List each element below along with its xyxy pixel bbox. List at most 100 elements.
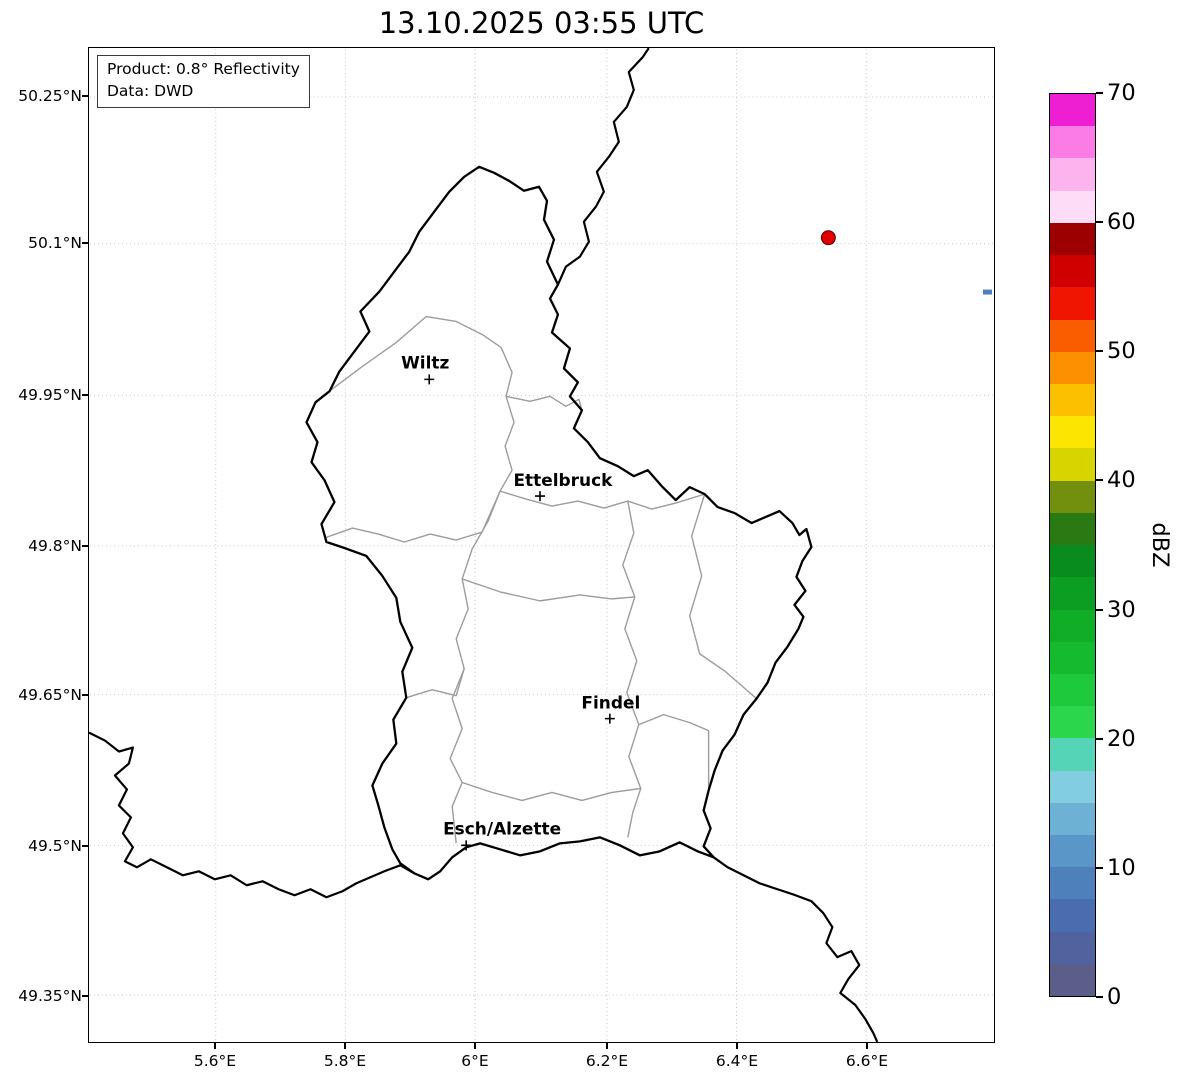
lat-tick-label: 49.95°N — [18, 386, 82, 404]
radar-echo-pixel — [983, 289, 993, 295]
colorbar-segment — [1050, 835, 1095, 868]
colorbar-segment — [1050, 641, 1095, 674]
lon-tick-mark — [736, 1043, 738, 1049]
colorbar-segment — [1050, 255, 1095, 288]
district-border — [622, 500, 642, 838]
colorbar-segment — [1050, 416, 1095, 449]
colorbar-tick-label: 60 — [1107, 209, 1136, 236]
lat-tick-label: 49.5°N — [28, 837, 82, 855]
lon-tick-label: 6.4°E — [715, 1052, 759, 1070]
lon-tick-mark — [474, 1043, 476, 1049]
colorbar-segment — [1050, 351, 1095, 384]
colorbar-tick-mark — [1096, 92, 1103, 94]
colorbar-tick-mark — [1096, 350, 1103, 353]
colorbar-segment — [1050, 770, 1095, 803]
colorbar-tick-mark — [1096, 866, 1103, 869]
lat-tick-label: 49.8°N — [28, 537, 82, 555]
city-label: Findel — [581, 693, 640, 713]
city-marker — [461, 840, 472, 851]
colorbar-segment — [1050, 383, 1095, 417]
lat-tick-mark — [82, 995, 88, 997]
lat-tick-mark — [82, 242, 88, 244]
city-label: Wiltz — [401, 352, 449, 372]
lon-tick-mark — [866, 1043, 868, 1049]
colorbar-tick-mark — [1096, 737, 1103, 740]
district-border — [499, 490, 705, 510]
colorbar-segment — [1050, 867, 1095, 900]
lon-tick-mark — [214, 1043, 216, 1049]
district-border — [638, 713, 710, 791]
lon-tick-label: 5.8°E — [323, 1052, 367, 1070]
colorbar-segment — [1050, 512, 1095, 546]
district-border — [449, 490, 501, 844]
product-info-line: Product: 0.8° Reflectivity — [107, 60, 300, 78]
colorbar-segment — [1050, 158, 1095, 191]
lat-tick-mark — [82, 394, 88, 396]
lat-tick-mark — [82, 95, 88, 97]
lon-tick-label: 5.6°E — [193, 1052, 237, 1070]
colorbar-tick-label: 0 — [1107, 984, 1122, 1010]
colorbar-segment — [1050, 609, 1095, 642]
colorbar-segment — [1050, 545, 1095, 578]
lat-tick-mark — [82, 845, 88, 847]
map-plot-area: Wiltz Ettelbruck Findel Esch/Alzette Produc… — [88, 47, 995, 1043]
lat-tick-label: 50.1°N — [28, 234, 82, 252]
colorbar-unit-label: dBZ — [1147, 522, 1173, 568]
lon-tick-mark — [606, 1043, 608, 1049]
colorbar-segment — [1050, 673, 1095, 707]
colorbar-segment — [1050, 480, 1095, 513]
page-title: 13.10.2025 03:55 UTC — [378, 6, 705, 40]
lat-tick-label: 50.25°N — [18, 87, 82, 105]
city-label: Ettelbruck — [513, 470, 613, 490]
lat-tick-label: 49.65°N — [18, 686, 82, 704]
neighbor-country-border — [89, 731, 415, 899]
colorbar-segment — [1050, 963, 1095, 997]
colorbar-segment — [1050, 899, 1095, 932]
colorbar-tick-mark — [1096, 221, 1103, 224]
colorbar-segment — [1050, 126, 1095, 159]
radar-echo-dot — [820, 230, 836, 246]
colorbar-segment — [1050, 706, 1095, 739]
district-border — [324, 490, 501, 543]
colorbar-segment — [1050, 738, 1095, 771]
city-label: Esch/Alzette — [443, 818, 561, 838]
lon-tick-mark — [344, 1043, 346, 1049]
district-border — [461, 781, 641, 802]
colorbar-segment — [1050, 577, 1095, 610]
colorbar-tick-label: 20 — [1107, 725, 1136, 752]
colorbar-tick-label: 50 — [1107, 338, 1136, 365]
luxembourg-border — [305, 165, 813, 881]
lon-tick-label: 6.2°E — [585, 1052, 629, 1070]
neighbor-country-border — [712, 856, 879, 1042]
colorbar-segment — [1050, 931, 1095, 964]
district-border — [461, 578, 635, 602]
colorbar-tick-label: 30 — [1107, 596, 1136, 623]
city-marker — [424, 374, 435, 385]
colorbar-tick-mark — [1096, 608, 1103, 611]
lat-tick-mark — [82, 545, 88, 547]
district-border — [406, 668, 465, 699]
colorbar-tick-label: 70 — [1107, 80, 1136, 106]
product-info-box: Product: 0.8° Reflectivity Data: DWD — [97, 55, 310, 108]
colorbar-segment — [1050, 287, 1095, 320]
lon-tick-label: 6.6°E — [845, 1052, 889, 1070]
lon-tick-label: 6°E — [461, 1052, 489, 1070]
colorbar-segment — [1050, 94, 1095, 127]
colorbar-tick-mark — [1096, 996, 1103, 998]
lat-tick-label: 49.35°N — [18, 987, 82, 1005]
colorbar-tick-label: 10 — [1107, 854, 1136, 881]
data-source-line: Data: DWD — [107, 82, 194, 101]
colorbar-segment — [1050, 190, 1095, 223]
neighbor-country-border — [556, 48, 650, 286]
district-border — [505, 395, 583, 411]
luxembourg-radar-map: Wiltz Ettelbruck Findel Esch/Alzette — [89, 48, 994, 1042]
district-border — [499, 347, 515, 492]
colorbar-tick-mark — [1096, 479, 1103, 482]
colorbar-segment — [1050, 222, 1095, 256]
reflectivity-colorbar — [1049, 93, 1096, 997]
district-border — [330, 315, 502, 391]
colorbar-segment — [1050, 319, 1095, 352]
city-marker — [535, 491, 545, 502]
colorbar-segment — [1050, 802, 1095, 836]
